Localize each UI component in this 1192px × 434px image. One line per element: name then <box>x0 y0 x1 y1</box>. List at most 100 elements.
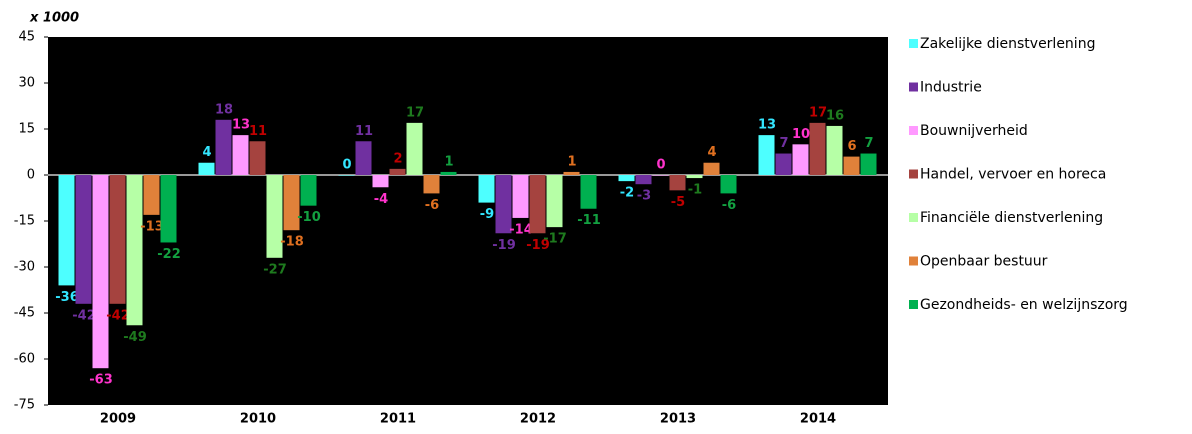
data-label: 13 <box>758 118 776 133</box>
bar <box>232 135 249 175</box>
data-label: -42 <box>72 308 96 323</box>
y-tick-label: 0 <box>27 168 35 183</box>
bar <box>338 175 355 176</box>
bar <box>720 175 737 194</box>
data-label: -42 <box>106 308 130 323</box>
legend-swatch <box>909 169 918 179</box>
legend-swatch <box>909 213 918 222</box>
bar <box>686 175 703 179</box>
data-label: -6 <box>425 198 439 213</box>
y-tick-label: 45 <box>18 30 35 45</box>
x-tick-label: 2011 <box>380 412 416 427</box>
data-label: -19 <box>526 238 550 253</box>
bar <box>635 175 652 185</box>
data-label: 1 <box>444 154 453 169</box>
data-label: 17 <box>406 105 424 120</box>
data-label: 2 <box>393 151 402 166</box>
data-label: 11 <box>249 124 267 139</box>
data-label: 13 <box>232 118 250 133</box>
legend-label: Zakelijke dienstverlening <box>920 36 1095 52</box>
data-label: -4 <box>374 192 388 207</box>
data-label: 0 <box>656 158 665 173</box>
legend-swatch <box>909 82 918 92</box>
y-tick-label: -30 <box>14 260 35 275</box>
bar <box>75 175 92 304</box>
legend-label: Financiële dienstverlening <box>920 210 1103 226</box>
y-tick-label: 15 <box>18 122 35 137</box>
bar <box>109 175 126 304</box>
bar <box>198 162 215 175</box>
legend-label: Industrie <box>920 80 982 96</box>
data-label: 6 <box>847 139 856 154</box>
data-label: -14 <box>509 222 533 237</box>
bar <box>580 175 597 209</box>
legend-label: Bouwnijverheid <box>920 123 1028 139</box>
data-label: -18 <box>280 235 304 250</box>
legend-label: Gezondheids- en welzijnszorg <box>920 297 1128 313</box>
bar <box>809 122 826 175</box>
data-label: -49 <box>123 330 147 345</box>
bar <box>512 175 529 218</box>
x-tick-label: 2009 <box>100 412 136 427</box>
bar <box>126 175 143 326</box>
bar <box>389 168 406 175</box>
data-label: 17 <box>809 105 827 120</box>
legend-swatch <box>909 256 918 266</box>
bar <box>775 153 792 175</box>
legend-label: Handel, vervoer en horeca <box>920 167 1106 183</box>
data-label: 7 <box>864 136 873 151</box>
data-label: -6 <box>722 198 736 213</box>
bar <box>300 175 317 206</box>
bar <box>355 141 372 175</box>
legend-label: Openbaar bestuur <box>920 254 1048 270</box>
bar <box>563 171 580 175</box>
data-label: 11 <box>355 124 373 139</box>
x-tick-label: 2012 <box>520 412 556 427</box>
unit-label: x 1000 <box>29 11 79 26</box>
data-label: 10 <box>792 127 810 142</box>
data-label: 1 <box>567 154 576 169</box>
bar <box>826 125 843 175</box>
data-label: -2 <box>620 186 634 201</box>
bar <box>440 171 457 175</box>
bar <box>215 119 232 175</box>
bar <box>703 162 720 175</box>
data-label: -9 <box>480 207 494 222</box>
data-label: 4 <box>202 145 211 160</box>
bar <box>160 175 177 243</box>
x-tick-label: 2010 <box>240 412 276 427</box>
bar <box>843 156 860 175</box>
data-label: 0 <box>342 158 351 173</box>
legend-swatch <box>909 126 918 135</box>
bar <box>283 175 300 231</box>
data-label: -10 <box>297 210 321 225</box>
data-label: -63 <box>89 373 113 388</box>
bar <box>249 141 266 175</box>
bar <box>143 175 160 215</box>
bar <box>92 175 109 369</box>
bar <box>669 175 686 191</box>
data-label: -36 <box>55 290 79 305</box>
data-label: -27 <box>263 262 287 277</box>
bar <box>860 153 877 175</box>
x-tick-label: 2014 <box>800 412 836 427</box>
bar <box>406 122 423 175</box>
data-label: 4 <box>707 145 716 160</box>
bar <box>758 135 775 175</box>
data-label: 16 <box>826 108 844 123</box>
bar <box>495 175 512 234</box>
y-tick-label: 30 <box>18 76 35 91</box>
data-label: -19 <box>492 238 516 253</box>
data-label: 18 <box>215 102 233 117</box>
x-tick-label: 2013 <box>660 412 696 427</box>
bar <box>529 175 546 234</box>
y-tick-label: -60 <box>14 352 35 367</box>
bar <box>652 175 669 176</box>
data-label: 7 <box>779 136 788 151</box>
bar <box>266 175 283 258</box>
legend-swatch <box>909 300 918 309</box>
bar <box>58 175 75 286</box>
y-tick-label: -15 <box>14 214 35 229</box>
bar <box>423 175 440 194</box>
